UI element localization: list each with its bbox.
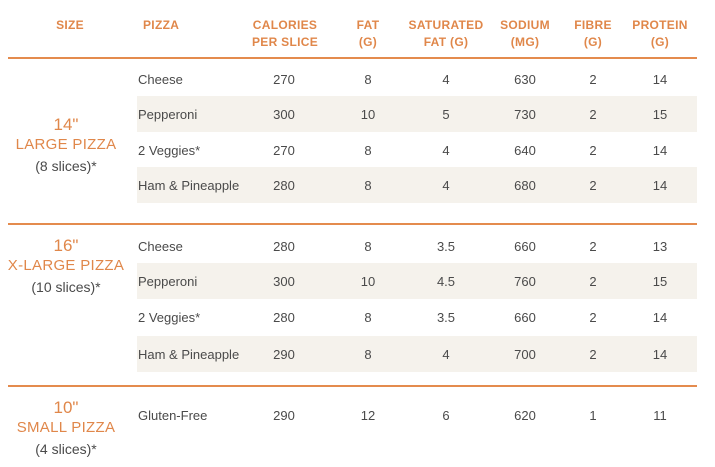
cell-fibre: 2 xyxy=(589,178,597,193)
cell-saturated-fat: 4 xyxy=(442,347,450,362)
cell-protein: 14 xyxy=(652,310,668,325)
size-inches: 10" xyxy=(53,398,79,417)
cell-pizza: Cheese xyxy=(138,72,183,87)
header-calories: CALORIES PER SLICE xyxy=(251,18,319,49)
cell-saturated-fat: 5 xyxy=(442,107,450,122)
cell-calories: 290 xyxy=(273,347,295,362)
cell-pizza: 2 Veggies* xyxy=(138,310,201,325)
cell-fibre: 2 xyxy=(589,107,597,122)
cell-fat: 8 xyxy=(364,72,372,87)
header-size: SIZE xyxy=(56,18,84,32)
cell-pizza: Pepperoni xyxy=(138,274,198,289)
cell-calories: 270 xyxy=(273,72,295,87)
cell-fat: 8 xyxy=(364,310,372,325)
cell-saturated-fat: 6 xyxy=(442,408,450,423)
cell-sodium: 640 xyxy=(514,143,536,158)
size-label-x-large: 16" X-LARGE PIZZA (10 slices)* xyxy=(0,236,132,298)
cell-calories: 300 xyxy=(273,107,295,122)
group-divider xyxy=(8,57,697,59)
cell-sodium: 660 xyxy=(514,239,536,254)
cell-pizza: Cheese xyxy=(138,239,183,254)
cell-fibre: 2 xyxy=(589,72,597,87)
cell-pizza: Ham & Pineapple xyxy=(138,178,240,193)
cell-fat: 10 xyxy=(360,274,376,289)
row-stripe xyxy=(137,167,697,203)
size-inches: 16" xyxy=(53,236,79,255)
header-sodium: SODIUM (MG) xyxy=(500,18,550,49)
cell-sodium: 660 xyxy=(514,310,536,325)
cell-calories: 300 xyxy=(273,274,295,289)
cell-calories: 280 xyxy=(273,239,295,254)
cell-saturated-fat: 3.5 xyxy=(436,239,456,254)
cell-protein: 14 xyxy=(652,72,668,87)
cell-sodium: 700 xyxy=(514,347,536,362)
header-pizza: PIZZA xyxy=(143,18,180,32)
cell-fibre: 2 xyxy=(589,347,597,362)
cell-pizza: 2 Veggies* xyxy=(138,143,201,158)
group-divider xyxy=(8,385,697,387)
cell-fibre: 2 xyxy=(589,310,597,325)
row-stripe xyxy=(137,336,697,372)
cell-pizza: Gluten-Free xyxy=(138,408,208,423)
header-protein: PROTEIN (G) xyxy=(632,18,688,49)
header-fat: FAT (G) xyxy=(356,18,380,49)
cell-calories: 270 xyxy=(273,143,295,158)
cell-fibre: 2 xyxy=(589,274,597,289)
cell-pizza: Ham & Pineapple xyxy=(138,347,240,362)
table-header: SIZE PIZZA CALORIES PER SLICE FAT (G) SATU… xyxy=(0,0,715,56)
header-saturated-fat: SATURATED FAT (G) xyxy=(408,18,484,49)
size-name: X-LARGE PIZZA xyxy=(7,257,125,274)
row-stripe xyxy=(137,263,697,299)
cell-protein: 15 xyxy=(652,107,668,122)
row-stripe xyxy=(137,96,697,132)
cell-protein: 11 xyxy=(653,408,667,423)
cell-fibre: 2 xyxy=(589,143,597,158)
size-name: SMALL PIZZA xyxy=(16,419,116,436)
cell-saturated-fat: 4 xyxy=(442,72,450,87)
cell-fat: 10 xyxy=(360,107,376,122)
cell-fat: 8 xyxy=(364,347,372,362)
cell-calories: 290 xyxy=(273,408,295,423)
size-slices: (10 slices)* xyxy=(31,279,101,295)
size-label-small: 10" SMALL PIZZA (4 slices)* xyxy=(0,398,132,460)
cell-fibre: 2 xyxy=(589,239,597,254)
cell-saturated-fat: 3.5 xyxy=(436,310,456,325)
header-fibre: FIBRE (G) xyxy=(574,18,612,49)
cell-sodium: 620 xyxy=(514,408,536,423)
cell-sodium: 630 xyxy=(514,72,536,87)
cell-fibre: 1 xyxy=(589,408,597,423)
cell-protein: 14 xyxy=(652,143,668,158)
cell-calories: 280 xyxy=(273,310,295,325)
cell-fat: 8 xyxy=(364,178,372,193)
cell-saturated-fat: 4.5 xyxy=(436,274,456,289)
cell-pizza: Pepperoni xyxy=(138,107,198,122)
cell-fat: 12 xyxy=(360,408,376,423)
cell-sodium: 730 xyxy=(514,107,536,122)
cell-fat: 8 xyxy=(364,239,372,254)
cell-protein: 14 xyxy=(652,178,668,193)
cell-protein: 15 xyxy=(652,274,668,289)
cell-sodium: 680 xyxy=(514,178,536,193)
size-label-large: 14" LARGE PIZZA (8 slices)* xyxy=(0,115,132,177)
size-inches: 14" xyxy=(53,115,79,134)
cell-fat: 8 xyxy=(364,143,372,158)
cell-calories: 280 xyxy=(273,178,295,193)
cell-protein: 13 xyxy=(652,239,668,254)
group-divider xyxy=(8,223,697,225)
cell-sodium: 760 xyxy=(514,274,536,289)
size-slices: (8 slices)* xyxy=(35,158,97,174)
cell-saturated-fat: 4 xyxy=(442,143,450,158)
size-slices: (4 slices)* xyxy=(35,441,97,457)
cell-protein: 14 xyxy=(652,347,668,362)
size-name: LARGE PIZZA xyxy=(15,136,117,153)
cell-saturated-fat: 4 xyxy=(442,178,450,193)
